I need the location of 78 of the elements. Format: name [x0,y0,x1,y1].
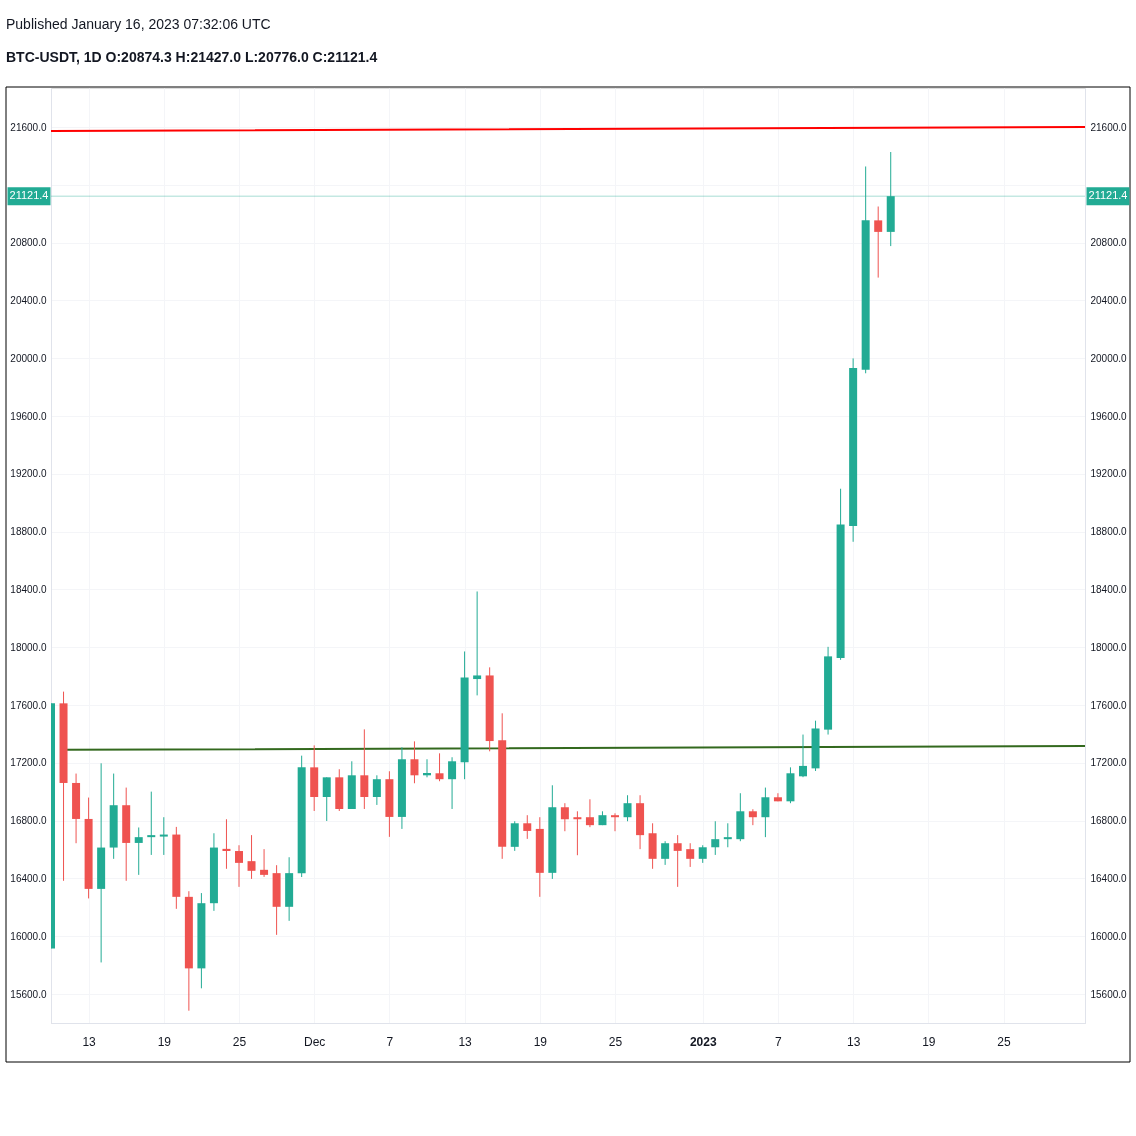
candlestick [623,794,632,822]
candlestick [134,826,143,876]
candlestick [799,734,807,778]
candlestick [435,752,444,782]
x-tick-label: 19 [533,1034,548,1049]
candlestick [222,818,231,870]
y-tick-label: 16800.0 [10,815,47,827]
candlestick [723,822,732,848]
candlestick [611,812,619,832]
candlestick [523,814,532,840]
y2-tick-label: 15600.0 [1090,988,1128,1000]
candlestick [510,820,519,852]
y2-tick-label: 20000.0 [1090,352,1128,364]
chart-title: BTC-USDT, 1D O:20874.3 H:21427.0 L:20776.0 C:21121.4 [6,49,378,65]
y-tick-label: 20000.0 [10,352,47,364]
x-tick-label: 19 [922,1034,936,1049]
text: Published January 16, 2023 07:32:06 UTC [6,16,271,32]
candlestick [322,776,331,822]
y2-tick-label: 16400.0 [1090,872,1128,884]
x-tick-label: 25 [232,1034,247,1049]
candlestick [560,802,569,832]
y2-tick-label: 19200.0 [1090,468,1128,480]
candlestick [147,791,156,856]
y-tick-label: 19200.0 [10,468,47,480]
x-tick-label: 7 [775,1034,783,1049]
y-tick-label: 18400.0 [10,583,47,595]
y2-tick-label: 20800.0 [1090,237,1128,249]
y-tick-label: 20400.0 [10,294,47,306]
y2-tick-label: 21600.0 [1090,121,1128,133]
candlestick [235,844,243,888]
x-tick-label: Dec [304,1034,326,1049]
x-tick-label: 13 [846,1034,861,1049]
candlestick [573,810,582,856]
x-tick-label: 13 [458,1034,473,1049]
y-tick-label: 16000.0 [10,930,47,942]
candlestick [748,808,757,826]
candlestick [448,756,457,810]
candlestick [372,774,381,806]
candlestick [673,834,682,888]
y2-tick-label: 17600.0 [1090,699,1128,711]
y-tick-label: 18000.0 [10,641,47,653]
x-tick-label: 25 [997,1034,1012,1049]
candlestick [874,206,883,279]
y2-tick-label: 18000.0 [1090,641,1128,653]
y2-tick-label: 17200.0 [1090,757,1128,769]
candlestick [247,834,256,880]
candlestick [360,728,369,810]
y2-tick-label: 16000.0 [1090,930,1128,942]
y-tick-label: 17600.0 [10,699,47,711]
x-tick-label: 25 [608,1034,623,1049]
candlestick [260,848,269,878]
y-tick-label: 15600.0 [10,988,47,1000]
x-tick-label: 19 [157,1034,172,1049]
candlestick [773,792,782,802]
y2-tick-label: 16800.0 [1090,815,1128,827]
y-tick-label: 20800.0 [10,237,47,249]
y-tick-label: 21600.0 [10,121,47,133]
y-tick-label: 16400.0 [10,872,47,884]
candlestick [585,798,594,828]
x-tick-label: 13 [82,1034,97,1049]
y2-tick-label: 18400.0 [1090,583,1128,595]
candlestick [473,590,482,696]
candlestick [159,816,168,856]
candlestick [711,820,720,856]
candlestick [761,787,770,838]
y2-tick-label: 18800.0 [1090,526,1128,538]
y2-tick-label: 19600.0 [1090,410,1128,422]
x-tick-label: 2023 [689,1034,717,1049]
candlestick [410,740,419,784]
y-tick-label: 18800.0 [10,526,47,538]
candlestick [661,840,670,866]
y2-tick-label: 20400.0 [1090,294,1128,306]
ref-line-label: 21121.4 [9,189,49,202]
y-tick-label: 17200.0 [10,757,47,769]
candlestick [686,842,695,868]
y-tick-label: 19600.0 [10,410,47,422]
x-tick-label: 7 [386,1034,394,1049]
text: 21121.4 [1088,189,1128,202]
